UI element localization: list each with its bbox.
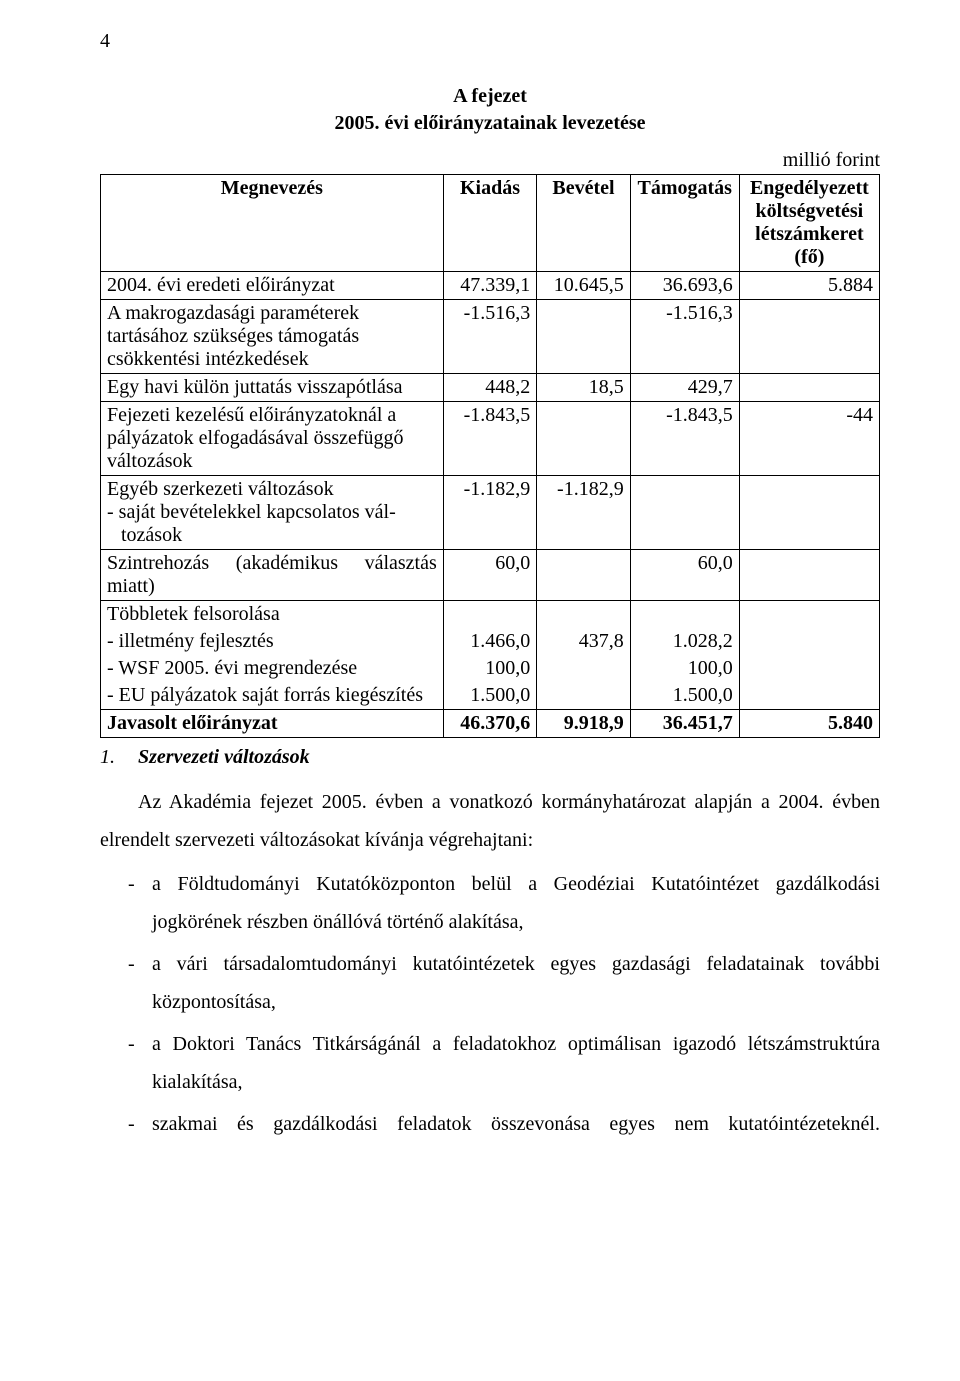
table-row: 2004. évi eredeti előirányzat47.339,110.… xyxy=(101,272,880,300)
table-row: - WSF 2005. évi megrendezése100,0100,0 xyxy=(101,655,880,682)
bullet-list: a Földtudományi Kutatóközponton belül a … xyxy=(100,865,880,1143)
list-item: szakmai és gazdálkodási feladatok összev… xyxy=(100,1105,880,1143)
table-row: Egyéb szerkezeti változások- saját bevét… xyxy=(101,476,880,550)
table-row: - illetmény fejlesztés1.466,0437,81.028,… xyxy=(101,628,880,655)
col-header-tamogatas: Támogatás xyxy=(630,175,739,272)
col-header-kiadas: Kiadás xyxy=(443,175,536,272)
section-number: 1. xyxy=(100,746,115,768)
section-title: Szervezeti változások xyxy=(138,746,310,768)
table-row: Szintrehozás (akadémikus választásmiatt)… xyxy=(101,550,880,601)
table-body: 2004. évi eredeti előirányzat47.339,110.… xyxy=(101,272,880,738)
list-item: a Doktori Tanács Titkárságánál a feladat… xyxy=(100,1025,880,1101)
unit-note: millió forint xyxy=(100,149,880,172)
table-row: A makrogazdasági paraméterek tartásához … xyxy=(101,300,880,374)
table-row: Többletek felsorolása xyxy=(101,601,880,629)
col-header-megnevezes: Megnevezés xyxy=(101,175,444,272)
title-line-1: A fejezet xyxy=(100,83,880,110)
col-header-letszam: Engedélyezett költségvetési létszámkeret… xyxy=(739,175,879,272)
table-header-row: Megnevezés Kiadás Bevétel Támogatás Enge… xyxy=(101,175,880,272)
table-row: Egy havi külön juttatás visszapótlása448… xyxy=(101,374,880,402)
budget-table: Megnevezés Kiadás Bevétel Támogatás Enge… xyxy=(100,174,880,738)
list-item: a vári társadalomtudományi kutatóintézet… xyxy=(100,945,880,1021)
section-heading: 1. Szervezeti változások xyxy=(100,746,880,769)
table-row: Javasolt előirányzat46.370,69.918,936.45… xyxy=(101,710,880,738)
title-line-2: 2005. évi előirányzatainak levezetése xyxy=(100,110,880,137)
table-row: Fejezeti kezelésű előirányzatoknál a pál… xyxy=(101,402,880,476)
page-title: A fejezet 2005. évi előirányzatainak lev… xyxy=(100,83,880,137)
col-header-bevetel: Bevétel xyxy=(537,175,630,272)
table-row: - EU pályázatok saját forrás kiegészítés… xyxy=(101,682,880,710)
page: 4 A fejezet 2005. évi előirányzatainak l… xyxy=(0,0,960,1381)
list-item: a Földtudományi Kutatóközponton belül a … xyxy=(100,865,880,941)
paragraph-intro: Az Akadémia fejezet 2005. évben a vonatk… xyxy=(100,783,880,859)
page-number: 4 xyxy=(100,30,880,53)
